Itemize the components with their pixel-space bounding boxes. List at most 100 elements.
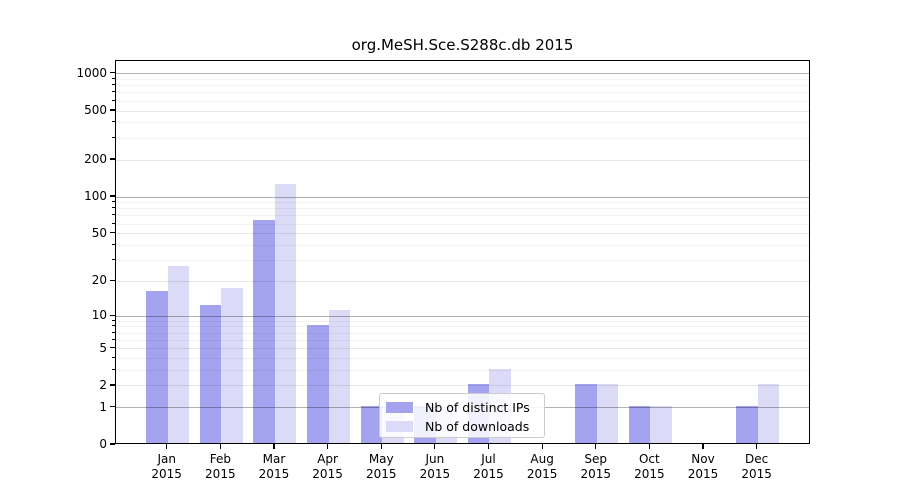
x-tick-label-month: Apr	[317, 452, 338, 466]
y-tick-label-100: 100	[84, 189, 107, 204]
x-tick-mark-jan	[166, 444, 168, 449]
legend: Nb of distinct IPs Nb of downloads	[379, 393, 545, 438]
x-tick-mark-feb	[219, 444, 221, 449]
x-tick-label-jan: Jan 2015	[135, 452, 199, 482]
y-tick-mark	[109, 109, 115, 111]
legend-label-distinct-ips: Nb of distinct IPs	[425, 400, 530, 415]
x-tick-mark-may	[380, 444, 382, 449]
bar-nb-of-distinct-ips-jan	[146, 290, 168, 443]
y-tick-mark	[109, 195, 115, 197]
y-tick-mark	[109, 232, 115, 234]
y-tick-label-5: 5	[99, 340, 107, 355]
y-tick-mark	[109, 443, 115, 445]
bar-nb-of-distinct-ips-mar	[253, 219, 275, 443]
x-tick-label-month: Nov	[691, 452, 715, 466]
x-tick-label-jul: Jul 2015	[456, 452, 520, 482]
x-tick-label-month: Feb	[209, 452, 231, 466]
bar-nb-of-downloads-sep	[596, 383, 619, 443]
y-tick-mark	[109, 72, 115, 74]
x-tick-label-year: 2015	[151, 467, 182, 481]
x-tick-label-month: Mar	[262, 452, 286, 466]
bars-layer	[116, 61, 809, 443]
y-tick-label-0: 0	[99, 437, 107, 451]
y-tick-mark	[109, 279, 115, 282]
legend-item-downloads: Nb of downloads	[380, 417, 544, 436]
y-tick-mark	[109, 406, 115, 408]
bar-nb-of-downloads-mar	[274, 184, 297, 443]
bar-nb-of-downloads-feb	[221, 287, 243, 443]
y-minor-tick-mark	[112, 259, 115, 261]
x-tick-label-dec: Dec 2015	[725, 452, 789, 482]
y-minor-tick-mark	[112, 325, 115, 327]
y-tick-label-50: 50	[91, 225, 107, 240]
x-tick-label-oct: Oct 2015	[617, 452, 681, 482]
y-minor-tick-mark	[112, 369, 115, 371]
x-tick-label-feb: Feb 2015	[188, 452, 252, 482]
bar-nb-of-distinct-ips-dec	[736, 405, 758, 443]
x-tick-mark-jun	[434, 444, 436, 449]
x-tick-label-year: 2015	[741, 467, 772, 481]
x-tick-label-month: Aug	[530, 452, 554, 466]
y-tick-label-10: 10	[91, 308, 107, 323]
x-tick-mark-oct	[648, 444, 650, 449]
y-minor-tick-mark	[112, 84, 115, 86]
y-minor-tick-mark	[112, 136, 115, 138]
x-tick-label-nov: Nov 2015	[671, 452, 735, 482]
y-tick-label-20: 20	[91, 273, 107, 288]
bar-nb-of-downloads-apr	[328, 309, 351, 443]
y-minor-tick-mark	[112, 319, 115, 321]
legend-item-distinct-ips: Nb of distinct IPs	[380, 398, 544, 417]
y-tick-mark	[109, 384, 115, 386]
y-tick-label-2: 2	[99, 377, 107, 392]
legend-label-downloads: Nb of downloads	[425, 419, 530, 434]
x-tick-label-may: May 2015	[349, 452, 413, 482]
x-tick-label-year: 2015	[312, 467, 343, 481]
y-minor-tick-mark	[112, 222, 115, 224]
x-tick-label-month: Jan	[157, 452, 176, 466]
bar-nb-of-distinct-ips-sep	[575, 383, 597, 443]
x-tick-label-year: 2015	[634, 467, 665, 481]
x-tick-label-month: Sep	[584, 452, 608, 466]
x-tick-label-year: 2015	[365, 467, 397, 481]
y-minor-tick-mark	[112, 207, 115, 209]
y-tick-mark	[109, 347, 115, 349]
y-minor-tick-mark	[112, 243, 115, 245]
y-minor-tick-mark	[112, 91, 115, 93]
x-tick-label-year: 2015	[419, 467, 451, 481]
y-tick-mark	[109, 158, 115, 160]
y-minor-tick-mark	[112, 201, 115, 203]
x-tick-label-year: 2015	[687, 467, 719, 481]
y-minor-tick-mark	[112, 121, 115, 123]
y-tick-mark	[109, 314, 115, 316]
legend-swatch-distinct-ips-icon	[386, 402, 413, 413]
y-minor-tick-mark	[112, 78, 115, 79]
x-tick-label-month: Dec	[745, 452, 769, 466]
y-minor-tick-mark	[112, 214, 115, 216]
x-tick-label-aug: Aug 2015	[510, 452, 574, 482]
bar-nb-of-distinct-ips-apr	[307, 324, 329, 443]
y-tick-label-500: 500	[84, 103, 107, 118]
bar-nb-of-downloads-dec	[757, 383, 780, 443]
bar-nb-of-distinct-ips-oct	[628, 405, 651, 443]
x-tick-label-sep: Sep 2015	[564, 452, 628, 482]
bar-nb-of-downloads-oct	[650, 405, 672, 443]
y-minor-tick-mark	[112, 331, 115, 333]
x-tick-label-year: 2015	[580, 467, 611, 481]
x-tick-mark-dec	[756, 444, 758, 449]
x-tick-label-month: Jun	[425, 452, 445, 466]
plot-area: Nb of distinct IPs Nb of downloads	[115, 60, 810, 444]
y-minor-tick-mark	[112, 99, 115, 101]
x-tick-label-jun: Jun 2015	[403, 452, 467, 482]
x-tick-mark-sep	[595, 444, 597, 449]
x-tick-label-month: Oct	[638, 452, 660, 466]
x-tick-mark-jul	[487, 444, 490, 449]
x-tick-label-month: Jul	[481, 452, 496, 466]
y-minor-tick-mark	[112, 357, 115, 359]
bar-nb-of-distinct-ips-feb	[199, 305, 222, 443]
x-tick-label-year: 2015	[473, 467, 504, 481]
x-tick-label-mar: Mar 2015	[242, 452, 306, 482]
bar-nb-of-downloads-jan	[167, 265, 190, 443]
x-tick-mark-nov	[702, 444, 704, 449]
legend-swatch-downloads-icon	[386, 421, 413, 432]
